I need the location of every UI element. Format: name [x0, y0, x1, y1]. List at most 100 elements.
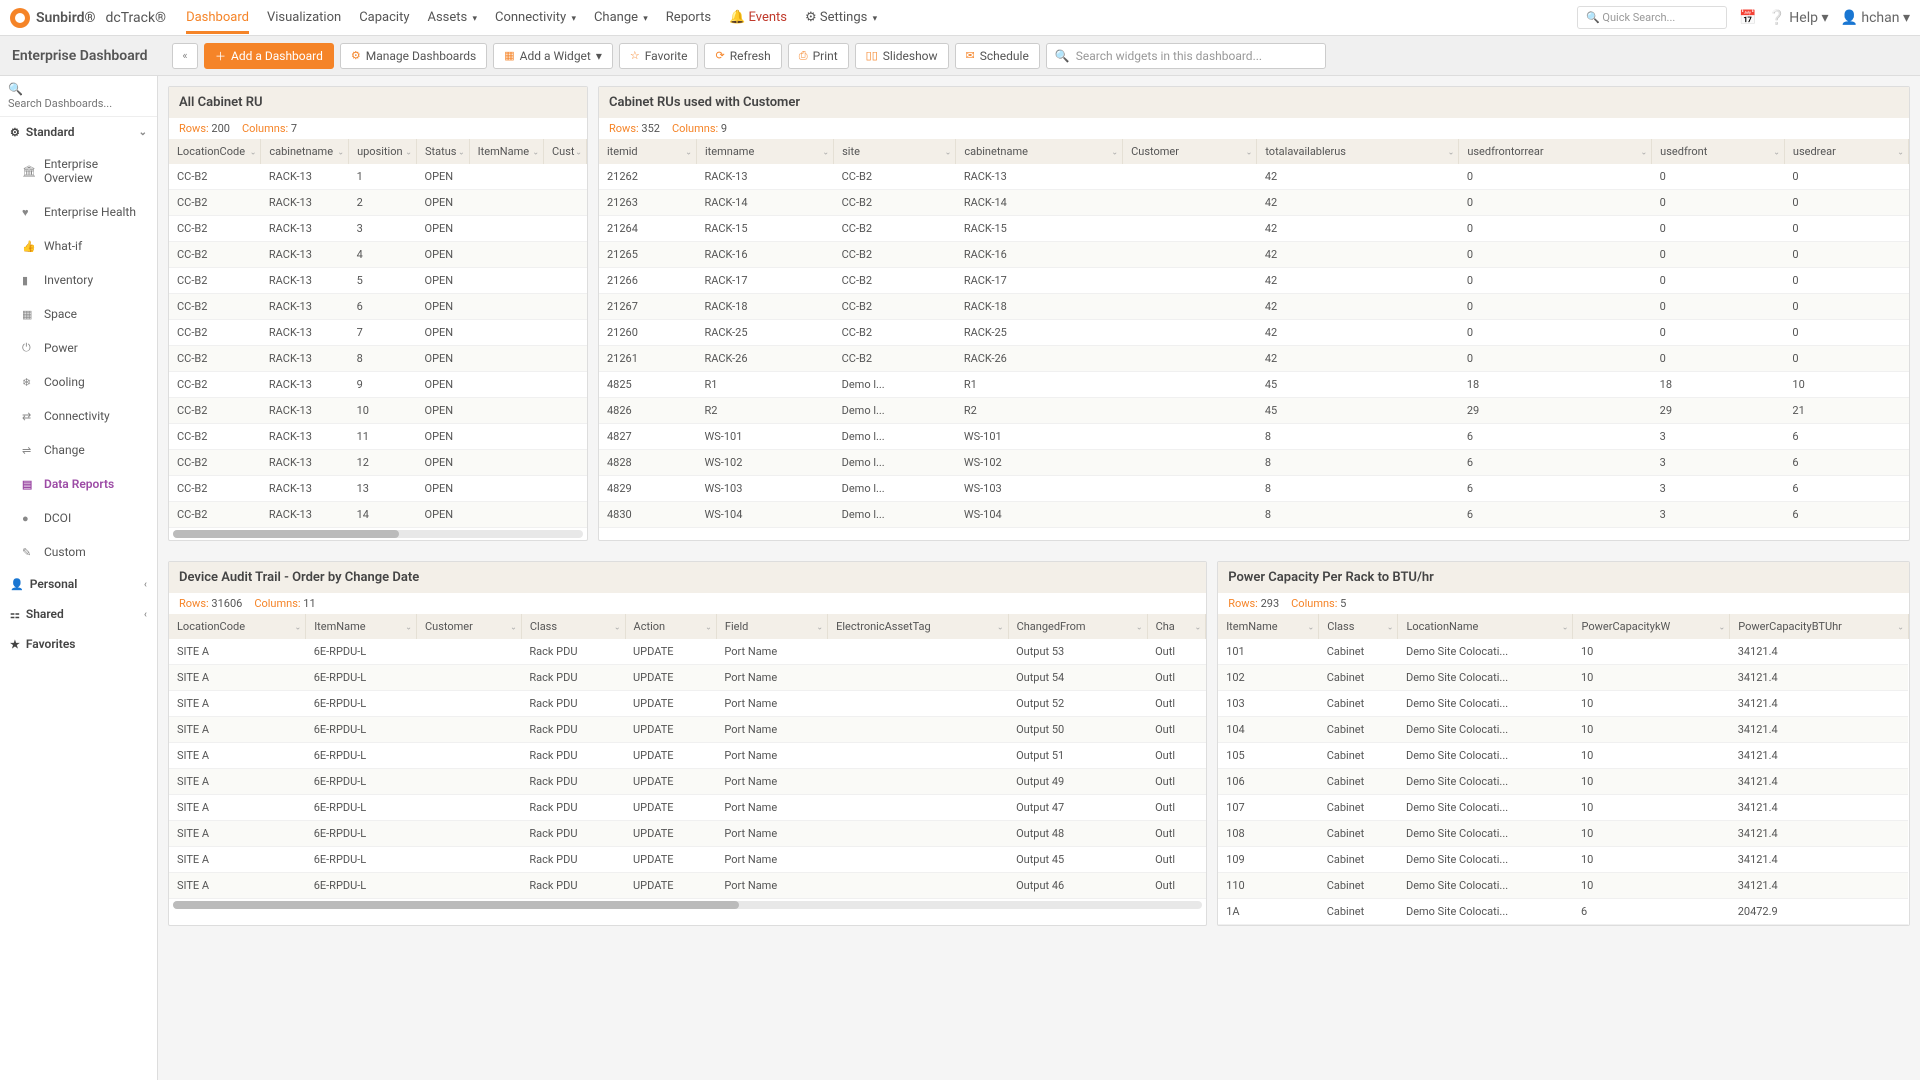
- table-row[interactable]: 21261RACK-26CC-B2RACK-2642000: [599, 346, 1909, 372]
- table-row[interactable]: CC-B2RACK-1311OPEN: [169, 424, 587, 450]
- sidebar-search[interactable]: 🔍: [0, 76, 157, 117]
- add-dashboard-button[interactable]: ＋Add a Dashboard: [204, 43, 334, 69]
- sidebar-search-input[interactable]: [8, 97, 149, 110]
- table-row[interactable]: 106CabinetDemo Site Colocati...1034121.4: [1218, 769, 1908, 795]
- column-header[interactable]: Field⌄: [716, 614, 827, 639]
- table-row[interactable]: 101CabinetDemo Site Colocati...1034121.4: [1218, 639, 1908, 665]
- table-wrapper[interactable]: ⋮ItemName⌄Class⌄LocationName⌄PowerCapaci…: [1218, 614, 1909, 925]
- table-row[interactable]: 1ACabinetDemo Site Colocati...620472.9: [1218, 899, 1908, 925]
- table-row[interactable]: 4828WS-102Demo l...WS-1028636: [599, 450, 1909, 476]
- table-row[interactable]: CC-B2RACK-132OPEN: [169, 190, 587, 216]
- column-header[interactable]: Cust⌄: [544, 139, 587, 164]
- table-row[interactable]: CC-B2RACK-134OPEN: [169, 242, 587, 268]
- slideshow-button[interactable]: ▯▯Slideshow: [855, 43, 949, 69]
- column-header[interactable]: ItemName⌄: [1218, 614, 1319, 639]
- manage-dashboards-button[interactable]: ⚙Manage Dashboards: [340, 43, 487, 69]
- sidebar-item-change[interactable]: ⇌Change: [0, 433, 157, 467]
- table-row[interactable]: 107CabinetDemo Site Colocati...1034121.4: [1218, 795, 1908, 821]
- table-row[interactable]: 4830WS-104Demo l...WS-1048636: [599, 502, 1909, 528]
- nav-tab-assets[interactable]: Assets ▾: [427, 2, 477, 33]
- table-row[interactable]: 110CabinetDemo Site Colocati...1034121.4: [1218, 873, 1908, 899]
- table-row[interactable]: CC-B2RACK-138OPEN: [169, 346, 587, 372]
- column-header[interactable]: ChangedFrom⌄: [1008, 614, 1147, 639]
- table-row[interactable]: CC-B2RACK-135OPEN: [169, 268, 587, 294]
- table-row[interactable]: 4826R2Demo l...R245292921: [599, 398, 1909, 424]
- horizontal-scrollbar[interactable]: [173, 530, 583, 538]
- table-row[interactable]: SITE A6E-RPDU-LRack PDUUPDATEPort NameOu…: [169, 743, 1206, 769]
- column-header[interactable]: ItemName⌄: [469, 139, 543, 164]
- table-row[interactable]: 21267RACK-18CC-B2RACK-1842000: [599, 294, 1909, 320]
- user-menu[interactable]: 👤 hchan ▾: [1840, 10, 1910, 26]
- table-row[interactable]: 21263RACK-14CC-B2RACK-1442000: [599, 190, 1909, 216]
- table-row[interactable]: SITE A6E-RPDU-LRack PDUUPDATEPort NameOu…: [169, 665, 1206, 691]
- sidebar-item-enterprise-overview[interactable]: 🏛Enterprise Overview: [0, 147, 157, 195]
- sidebar-item-space[interactable]: ▦Space: [0, 297, 157, 331]
- nav-tab-capacity[interactable]: Capacity: [359, 2, 409, 33]
- column-header[interactable]: LocationName⌄: [1398, 614, 1573, 639]
- table-row[interactable]: 21260RACK-25CC-B2RACK-2542000: [599, 320, 1909, 346]
- column-header[interactable]: site⌄: [834, 139, 956, 164]
- table-wrapper[interactable]: ⋮LocationCode⌄cabinetname⌄uposition⌄Stat…: [169, 139, 587, 528]
- nav-tab-events[interactable]: 🔔 Events: [729, 2, 787, 33]
- calendar-icon[interactable]: 📅: [1739, 10, 1756, 26]
- table-row[interactable]: SITE A6E-RPDU-LRack PDUUPDATEPort NameOu…: [169, 691, 1206, 717]
- column-header[interactable]: Status⌄: [417, 139, 470, 164]
- table-row[interactable]: SITE A6E-RPDU-LRack PDUUPDATEPort NameOu…: [169, 873, 1206, 899]
- table-row[interactable]: SITE A6E-RPDU-LRack PDUUPDATEPort NameOu…: [169, 639, 1206, 665]
- table-row[interactable]: SITE A6E-RPDU-LRack PDUUPDATEPort NameOu…: [169, 717, 1206, 743]
- table-row[interactable]: CC-B2RACK-131OPEN: [169, 164, 587, 190]
- column-header[interactable]: Customer⌄: [1123, 139, 1257, 164]
- table-row[interactable]: CC-B2RACK-1310OPEN: [169, 398, 587, 424]
- table-row[interactable]: SITE A6E-RPDU-LRack PDUUPDATEPort NameOu…: [169, 821, 1206, 847]
- sidebar-item-power[interactable]: ⏻Power: [0, 331, 157, 365]
- column-header[interactable]: totalavailablerus⌄: [1257, 139, 1459, 164]
- table-row[interactable]: SITE A6E-RPDU-LRack PDUUPDATEPort NameOu…: [169, 795, 1206, 821]
- nav-tab-change[interactable]: Change ▾: [594, 2, 648, 33]
- table-row[interactable]: SITE A6E-RPDU-LRack PDUUPDATEPort NameOu…: [169, 847, 1206, 873]
- table-row[interactable]: 109CabinetDemo Site Colocati...1034121.4: [1218, 847, 1908, 873]
- column-header[interactable]: PowerCapacityBTUhr⌄: [1730, 614, 1909, 639]
- column-header[interactable]: LocationCode⌄: [169, 614, 306, 639]
- table-row[interactable]: 105CabinetDemo Site Colocati...1034121.4: [1218, 743, 1908, 769]
- sidebar-section-favorites[interactable]: ★Favorites: [0, 629, 157, 659]
- column-header[interactable]: Action⌄: [625, 614, 716, 639]
- column-header[interactable]: usedrear⌄: [1784, 139, 1908, 164]
- column-header[interactable]: uposition⌄: [349, 139, 417, 164]
- column-header[interactable]: usedfront⌄: [1652, 139, 1785, 164]
- sidebar-item-enterprise-health[interactable]: ♥Enterprise Health: [0, 195, 157, 229]
- nav-tab-reports[interactable]: Reports: [666, 2, 711, 33]
- sidebar-item-dcoi[interactable]: ●DCOI: [0, 501, 157, 535]
- table-row[interactable]: 103CabinetDemo Site Colocati...1034121.4: [1218, 691, 1908, 717]
- help-menu[interactable]: ❔ Help ▾: [1768, 10, 1828, 26]
- sidebar-item-connectivity[interactable]: ⇄Connectivity: [0, 399, 157, 433]
- table-row[interactable]: 108CabinetDemo Site Colocati...1034121.4: [1218, 821, 1908, 847]
- schedule-button[interactable]: ✉Schedule: [955, 43, 1040, 69]
- table-row[interactable]: CC-B2RACK-1313OPEN: [169, 476, 587, 502]
- sidebar-section-standard[interactable]: ⚙Standard⌄: [0, 117, 157, 147]
- table-row[interactable]: CC-B2RACK-137OPEN: [169, 320, 587, 346]
- column-header[interactable]: Class⌄: [521, 614, 625, 639]
- table-row[interactable]: 21265RACK-16CC-B2RACK-1642000: [599, 242, 1909, 268]
- nav-tab-connectivity[interactable]: Connectivity ▾: [495, 2, 576, 33]
- quick-search[interactable]: 🔍 Quick Search...: [1577, 6, 1727, 29]
- column-header[interactable]: LocationCode⌄: [169, 139, 261, 164]
- sidebar-item-what-if[interactable]: 👍What-if: [0, 229, 157, 263]
- column-header[interactable]: PowerCapacitykW⌄: [1573, 614, 1730, 639]
- column-header[interactable]: cabinetname⌄: [261, 139, 349, 164]
- column-header[interactable]: Cha⌄: [1147, 614, 1206, 639]
- nav-tab-visualization[interactable]: Visualization: [267, 2, 341, 33]
- column-header[interactable]: Class⌄: [1319, 614, 1398, 639]
- table-row[interactable]: 102CabinetDemo Site Colocati...1034121.4: [1218, 665, 1908, 691]
- widget-search-input[interactable]: 🔍Search widgets in this dashboard...: [1046, 43, 1326, 69]
- column-header[interactable]: Customer⌄: [416, 614, 521, 639]
- sidebar-section-personal[interactable]: 👤Personal‹: [0, 569, 157, 599]
- column-header[interactable]: usedfrontorrear⌄: [1459, 139, 1652, 164]
- table-wrapper[interactable]: ⋮itemid⌄itemname⌄site⌄cabinetname⌄Custom…: [599, 139, 1909, 528]
- table-row[interactable]: 104CabinetDemo Site Colocati...1034121.4: [1218, 717, 1908, 743]
- column-header[interactable]: ItemName⌄: [306, 614, 417, 639]
- sidebar-item-cooling[interactable]: ❄Cooling: [0, 365, 157, 399]
- favorite-button[interactable]: ☆Favorite: [619, 43, 699, 69]
- column-header[interactable]: itemid⌄: [599, 139, 697, 164]
- table-row[interactable]: CC-B2RACK-139OPEN: [169, 372, 587, 398]
- refresh-button[interactable]: ⟳Refresh: [704, 43, 781, 69]
